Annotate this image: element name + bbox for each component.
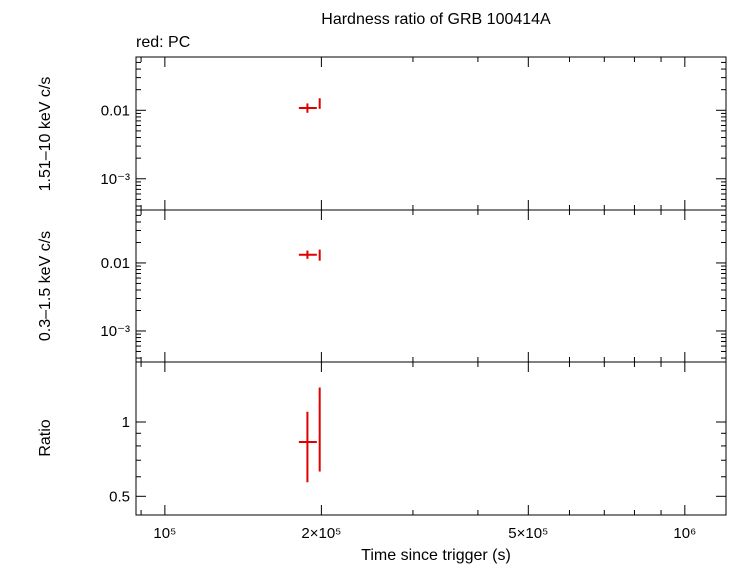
panel-ratio-ylabel: Ratio — [37, 419, 54, 456]
panel-ratio-points — [298, 387, 321, 483]
y-tick-label: 0.01 — [101, 255, 130, 272]
panel-soft-ylabel: 0.3–1.5 keV c/s — [37, 231, 54, 341]
panel-soft-y-ticks: 0.01 10⁻³ — [100, 209, 726, 362]
x-axis-ticks: 10⁵ 2×10⁵ 5×10⁵ 10⁶ — [153, 525, 696, 542]
data-point — [298, 250, 317, 259]
panel-ratio-y-ticks: 10.5 — [109, 362, 726, 515]
panel-soft-points — [298, 249, 321, 261]
panel-soft: 0.01 10⁻³ 0.3–1.5 keV c/s — [37, 209, 727, 363]
panel-hard-points — [298, 98, 321, 113]
y-tick-label: 0.01 — [101, 102, 130, 119]
x-tick-label: 5×10⁵ — [508, 525, 548, 542]
x-tick-label: 10⁶ — [673, 525, 696, 542]
panel-soft-frame — [135, 209, 727, 363]
chart-title: Hardness ratio of GRB 100414A — [321, 11, 551, 28]
panel-hard-frame — [135, 56, 727, 211]
panel-ratio-frame — [135, 361, 727, 516]
panel-ratio: 10.5 Ratio — [37, 361, 727, 516]
panel-hard-y-ticks: 0.01 10⁻³ — [100, 56, 726, 210]
x-axis-label: Time since trigger (s) — [361, 547, 511, 564]
data-point — [318, 98, 321, 109]
x-tick-label: 2×10⁵ — [301, 525, 341, 542]
y-tick-label: 10⁻³ — [100, 323, 130, 340]
chart-subtitle: red: PC — [136, 34, 190, 51]
data-point — [298, 411, 317, 483]
x-tick-label: 10⁵ — [153, 525, 176, 542]
data-point — [318, 387, 321, 472]
data-point — [298, 103, 317, 113]
y-tick-label: 0.5 — [109, 488, 130, 505]
panel-hard: 0.01 10⁻³ 1.51–10 keV c/s — [37, 56, 727, 211]
data-point — [318, 249, 321, 261]
y-tick-label: 1 — [122, 414, 130, 431]
y-tick-label: 10⁻³ — [100, 171, 130, 188]
panel-hard-ylabel: 1.51–10 keV c/s — [37, 77, 54, 192]
